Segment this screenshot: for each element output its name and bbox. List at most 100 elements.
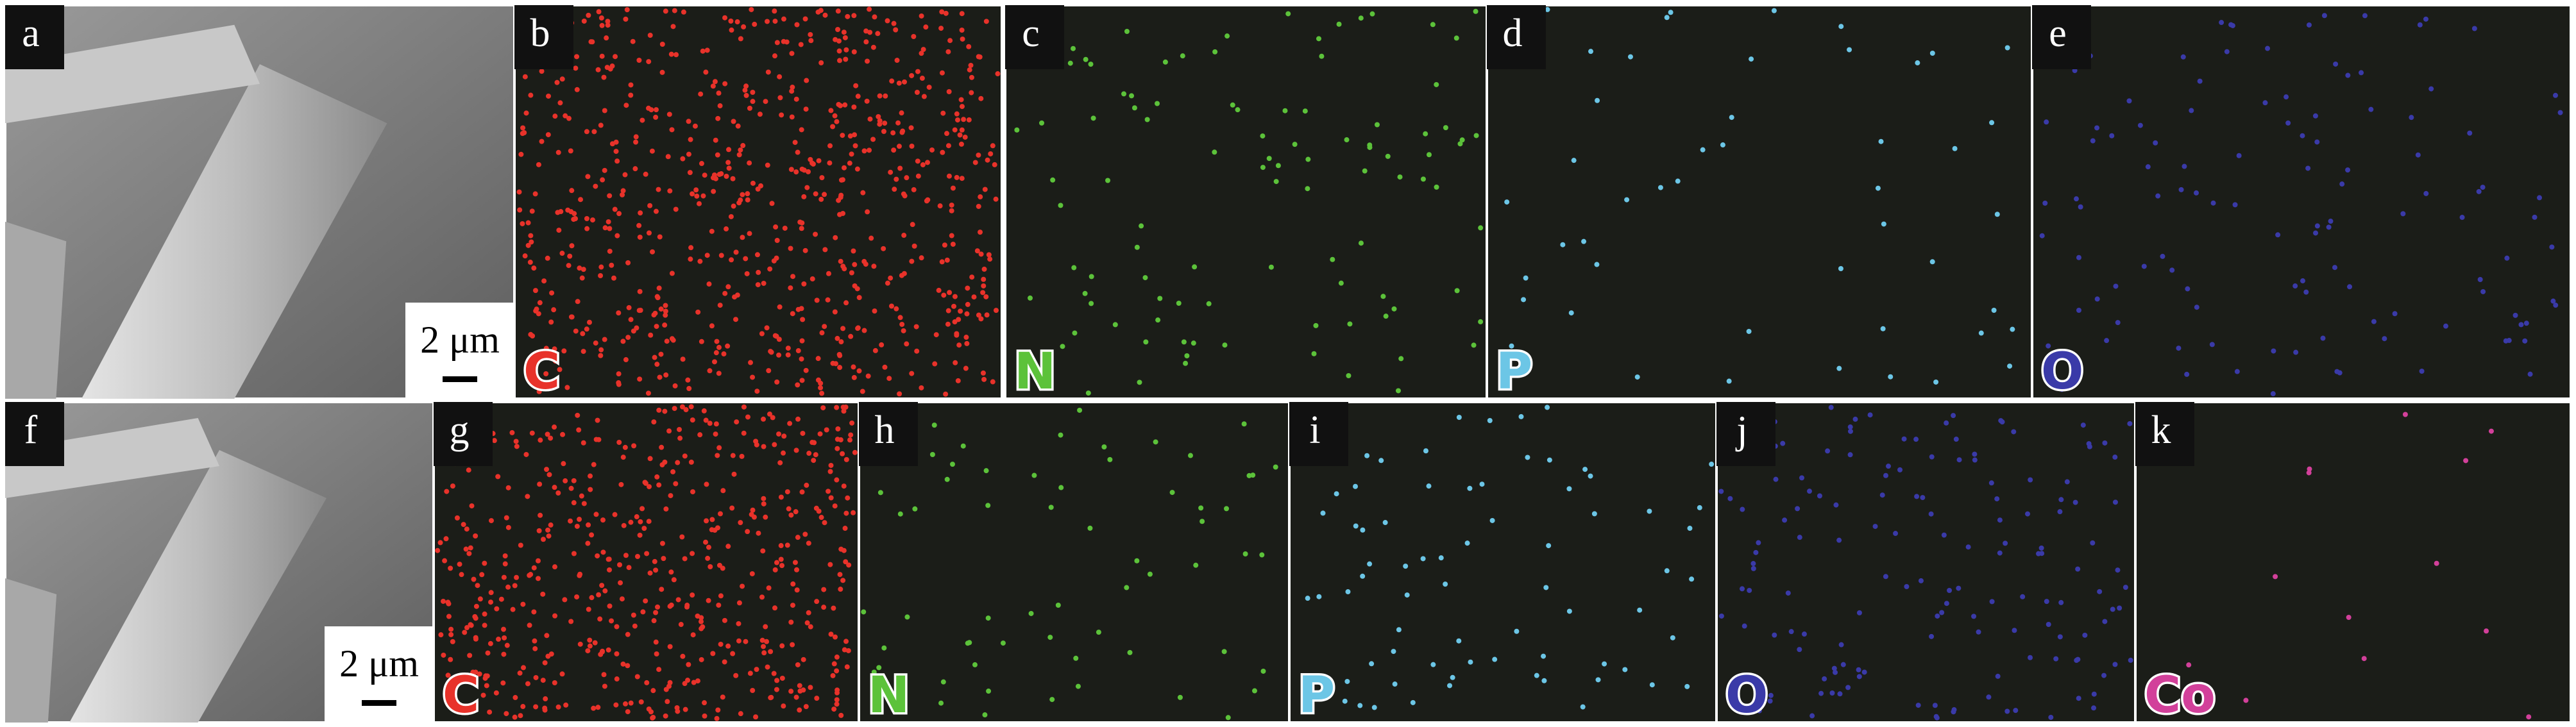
element-dot: [1750, 561, 1756, 567]
element-dot: [656, 667, 662, 673]
element-dot: [2025, 511, 2031, 517]
element-dot: [591, 705, 597, 711]
element-dot: [1602, 661, 1607, 667]
element-dot: [621, 522, 627, 528]
element-dot: [1797, 647, 1802, 653]
element-dot: [645, 390, 651, 396]
element-dot: [2346, 614, 2351, 620]
element-dot: [1675, 178, 1681, 184]
element-dot: [468, 623, 474, 628]
element-dot: [742, 87, 748, 93]
element-dot: [1153, 439, 1158, 445]
element-dot: [690, 489, 695, 495]
element-dot: [1588, 49, 1594, 54]
element-dot: [1305, 596, 1310, 601]
element-dot: [747, 231, 752, 237]
element-dot: [454, 515, 460, 521]
element-dot: [1944, 601, 1949, 606]
element-dot: [435, 547, 441, 553]
element-dot: [725, 160, 731, 165]
element-dot: [577, 517, 582, 522]
element-dot: [1398, 356, 1404, 362]
element-dot: [1518, 414, 1524, 419]
element-dot: [2271, 348, 2276, 354]
element-label: C: [443, 667, 479, 724]
element-dot: [845, 495, 851, 501]
element-dot: [638, 699, 644, 705]
element-dot: [954, 174, 960, 180]
element-dot: [774, 678, 780, 683]
element-dot: [467, 653, 473, 658]
element-dot: [919, 51, 924, 56]
element-dot: [668, 493, 674, 499]
element-dot: [983, 468, 989, 474]
element-dot: [924, 160, 930, 165]
element-dot: [718, 593, 724, 599]
element-dot: [2038, 545, 2044, 551]
element-dot: [902, 193, 908, 199]
element-dot: [770, 415, 775, 421]
element-dot: [834, 477, 840, 483]
element-dot: [571, 551, 577, 556]
element-dot: [1014, 127, 1020, 133]
element-dot: [516, 189, 522, 195]
element-dot: [706, 544, 711, 550]
element-dot: [1302, 108, 1308, 114]
element-dot: [1316, 36, 1321, 42]
element-dot: [564, 385, 570, 390]
element-dot: [552, 613, 558, 619]
panel: Pd: [1486, 4, 2033, 403]
element-dot: [815, 356, 821, 362]
element-dot: [909, 143, 915, 149]
element-dot: [696, 201, 702, 206]
element-dot: [525, 242, 531, 248]
element-dot: [637, 532, 643, 538]
element-dot: [628, 92, 634, 98]
element-dot: [1459, 137, 1465, 143]
element-dot: [535, 576, 541, 581]
element-dot: [914, 348, 920, 354]
element-dot: [702, 700, 708, 706]
element-dot: [473, 636, 479, 642]
element-dot: [1090, 115, 1096, 121]
element-dot: [1571, 158, 1577, 163]
element-dot: [949, 202, 954, 208]
element-dot: [543, 371, 549, 377]
element-dot: [555, 704, 561, 710]
element-dot: [940, 149, 945, 155]
element-dot: [653, 208, 659, 214]
element-dot: [1181, 339, 1187, 345]
element-dot: [480, 692, 486, 698]
element-dot: [865, 209, 870, 215]
element-dot: [899, 321, 905, 327]
element-dot: [651, 419, 657, 425]
element-dot: [814, 696, 820, 701]
element-dot: [929, 452, 935, 458]
element-dot: [761, 496, 767, 501]
element-dot: [872, 347, 878, 353]
element-dot: [695, 309, 701, 315]
element-dot: [738, 520, 743, 526]
element-dot: [1073, 655, 1079, 661]
element-label: P: [1496, 343, 1532, 401]
element-dot: [622, 444, 628, 450]
element-dot: [518, 542, 523, 548]
element-dot: [448, 631, 454, 637]
element-dot: [834, 405, 840, 410]
element-dot: [1430, 662, 1436, 667]
element-dot: [536, 389, 542, 394]
element-dot: [544, 633, 550, 639]
element-dot: [738, 711, 743, 717]
element-dot: [955, 378, 961, 383]
element-dot: [947, 38, 953, 44]
element-dot: [876, 665, 882, 671]
element-dot: [523, 110, 529, 116]
element-dot: [789, 88, 795, 94]
element-dot: [718, 641, 724, 647]
element-dot: [2075, 566, 2081, 572]
element-dot: [1727, 496, 1733, 501]
element-dot: [787, 421, 793, 426]
element-dot: [838, 258, 843, 264]
panel: Nh: [858, 401, 1291, 727]
element-dot: [2011, 429, 2017, 435]
